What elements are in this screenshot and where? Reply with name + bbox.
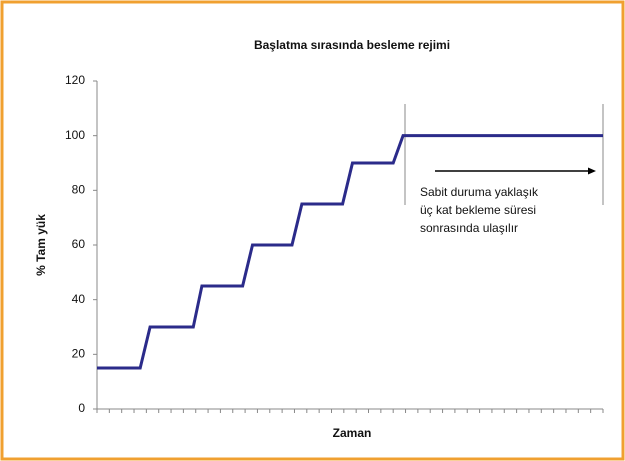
chart-title: Başlatma sırasında besleme rejimi	[254, 38, 450, 52]
y-tick-label: 40	[72, 292, 86, 306]
annotation-line: sonrasında ulaşılır	[420, 221, 518, 235]
x-axis-label: Zaman	[333, 426, 372, 440]
annotation-line: üç kat bekleme süresi	[420, 203, 536, 217]
annotation: Sabit duruma yaklaşık üç kat bekleme sür…	[420, 185, 539, 235]
y-tick-label: 100	[65, 128, 85, 142]
y-tick-label: 20	[72, 347, 86, 361]
y-tick-label: 120	[65, 73, 85, 87]
line-series	[97, 134, 603, 370]
y-tick-label: 60	[72, 237, 86, 251]
arrow-head	[588, 167, 596, 175]
y-tick-label: 80	[72, 183, 86, 197]
annotation-line: Sabit duruma yaklaşık	[420, 185, 539, 199]
y-tick-label: 0	[78, 401, 85, 415]
y-axis-label: % Tam yük	[34, 214, 48, 276]
